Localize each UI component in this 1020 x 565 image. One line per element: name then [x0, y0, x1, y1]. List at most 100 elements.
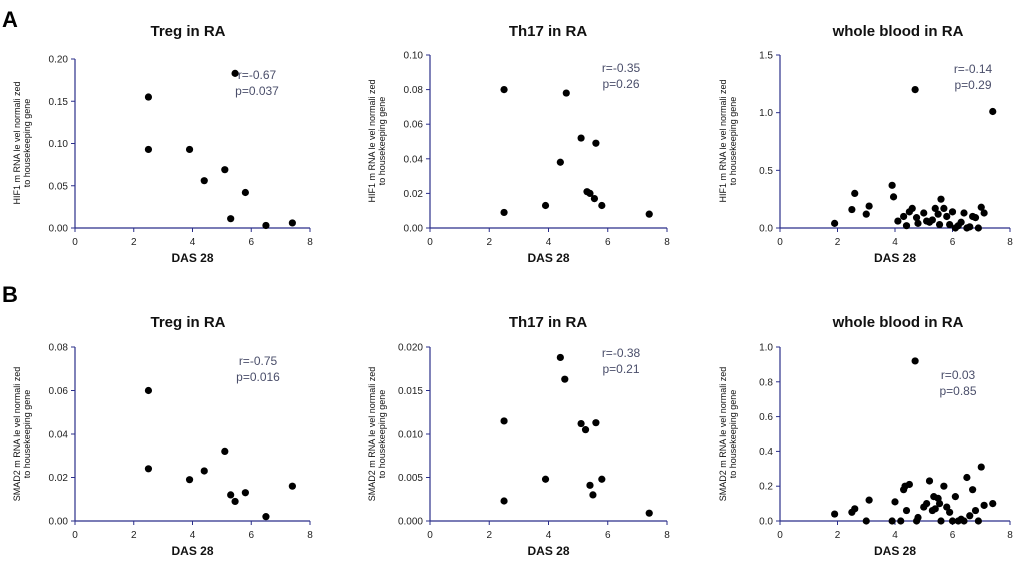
x-axis-label: DAS 28: [171, 251, 213, 265]
x-axis-label: DAS 28: [527, 544, 569, 558]
data-point: [989, 500, 997, 508]
data-point: [262, 513, 270, 521]
data-point: [914, 513, 922, 522]
data-point: [185, 145, 194, 154]
data-point: [581, 426, 590, 434]
data-point: [221, 447, 229, 455]
data-point: [951, 493, 959, 501]
data-point: [598, 201, 606, 210]
scatter-plot-2: Th17 in RA 0 2 4 6 8 0.00 0.02 0.04 0.06 0.08 0.10 D…: [367, 23, 670, 265]
data-point: [888, 517, 896, 525]
x-tick-label: 4: [546, 530, 552, 541]
y-axis-label-line: HIF1 m RNA le vel normali zed: [367, 79, 377, 202]
x-tick-label: 6: [248, 237, 254, 248]
x-tick-label: 2: [486, 530, 492, 541]
data-point: [862, 517, 870, 525]
x-axis-label: DAS 28: [874, 251, 916, 265]
y-axis-label-line: HIF1 m RNA le vel normali zed: [12, 81, 22, 204]
data-point: [977, 463, 985, 471]
data-point: [241, 188, 249, 197]
y-axis-label-line: HIF1 m RNA le vel normali zed: [718, 79, 728, 202]
data-point: [851, 189, 859, 197]
data-point: [905, 480, 913, 489]
data-point: [914, 219, 922, 227]
y-tick-label: 0.20: [49, 55, 69, 66]
data-point: [960, 517, 968, 525]
x-tick-label: 6: [248, 530, 254, 541]
scatter-plot-6: whole blood in RA 0 2 4 6 8 0.0 0.2 0.4 0.6 0.8 1.0…: [718, 314, 1013, 558]
data-point: [948, 517, 957, 525]
x-tick-label: 8: [307, 530, 313, 541]
data-point: [889, 193, 898, 201]
data-point: [925, 477, 934, 485]
data-point: [577, 419, 585, 428]
data-point: [288, 219, 296, 227]
y-axis-label-line: SMAD2 m RNA le vel normali zed: [367, 367, 377, 502]
y-tick-label: 1.5: [759, 51, 773, 62]
data-point: [241, 489, 249, 497]
y-axis-label-line: SMAD2 m RNA le vel normali zed: [12, 367, 22, 502]
scatter-plot-1: Treg in RA 0 2 4 6 8 0.00 0.05 0.10 0.15 0.20 DAS 2…: [12, 23, 313, 265]
data-point: [231, 69, 239, 77]
data-point: [908, 204, 916, 212]
p-value: p=0.037: [235, 84, 279, 98]
data-point: [231, 497, 239, 506]
chart-title: whole blood in RA: [832, 23, 964, 40]
y-tick-label: 0.15: [49, 97, 69, 108]
data-point: [931, 505, 939, 513]
scatter-plot-5: Th17 in RA 0 2 4 6 8 0.000 0.005 0.010 0.015 0.020…: [367, 314, 670, 558]
x-tick-label: 2: [835, 530, 841, 541]
data-point: [865, 202, 873, 210]
y-tick-label: 0.0: [759, 517, 773, 528]
data-point: [561, 375, 569, 383]
y-axis-label: SMAD2 m RNA le vel normali zedto houseke…: [12, 367, 32, 502]
data-point: [902, 506, 911, 515]
x-tick-label: 6: [950, 530, 956, 541]
data-point: [645, 210, 653, 218]
y-tick-label: 0.02: [404, 189, 424, 200]
data-point: [946, 220, 954, 229]
y-tick-label: 0.02: [49, 473, 69, 484]
x-tick-label: 0: [427, 237, 433, 248]
x-tick-label: 0: [72, 530, 78, 541]
y-tick-label: 0.8: [759, 377, 773, 388]
y-axis-label-line: to housekeeping gene: [728, 97, 738, 186]
y-tick-label: 0.00: [49, 224, 69, 235]
y-tick-label: 0.08: [404, 85, 424, 96]
y-tick-label: 0.00: [49, 517, 69, 528]
y-tick-label: 0.08: [49, 343, 69, 354]
x-tick-label: 8: [1007, 237, 1013, 248]
data-point: [185, 476, 194, 484]
data-point: [971, 506, 980, 515]
y-tick-label: 0.10: [49, 139, 69, 150]
data-point: [590, 194, 599, 203]
correlation-r: r=0.03: [941, 368, 976, 382]
data-point: [541, 201, 550, 210]
data-point: [556, 353, 564, 362]
y-tick-label: 0.05: [49, 181, 69, 192]
data-point: [586, 481, 594, 489]
data-point: [940, 204, 948, 212]
x-tick-label: 4: [892, 237, 898, 248]
x-axis-label: DAS 28: [171, 544, 213, 558]
correlation-r: r=-0.67: [238, 68, 277, 82]
chart-title: Th17 in RA: [509, 314, 588, 331]
x-tick-label: 6: [605, 237, 611, 248]
y-axis-label: HIF1 m RNA le vel normali zedto housekee…: [718, 79, 738, 202]
x-tick-label: 4: [546, 237, 552, 248]
y-axis-label: SMAD2 m RNA le vel normali zedto houseke…: [367, 367, 387, 502]
data-point: [943, 212, 951, 221]
x-tick-label: 0: [777, 530, 783, 541]
data-point: [963, 473, 971, 482]
data-point: [589, 491, 597, 499]
x-tick-label: 6: [605, 530, 611, 541]
y-axis-label-line: to housekeeping gene: [377, 390, 387, 479]
x-tick-label: 8: [1007, 530, 1013, 541]
x-axis-label: DAS 28: [527, 251, 569, 265]
data-point: [989, 107, 997, 116]
y-axis-label-line: to housekeeping gene: [22, 99, 32, 188]
data-point: [934, 210, 942, 218]
data-point: [911, 86, 919, 94]
